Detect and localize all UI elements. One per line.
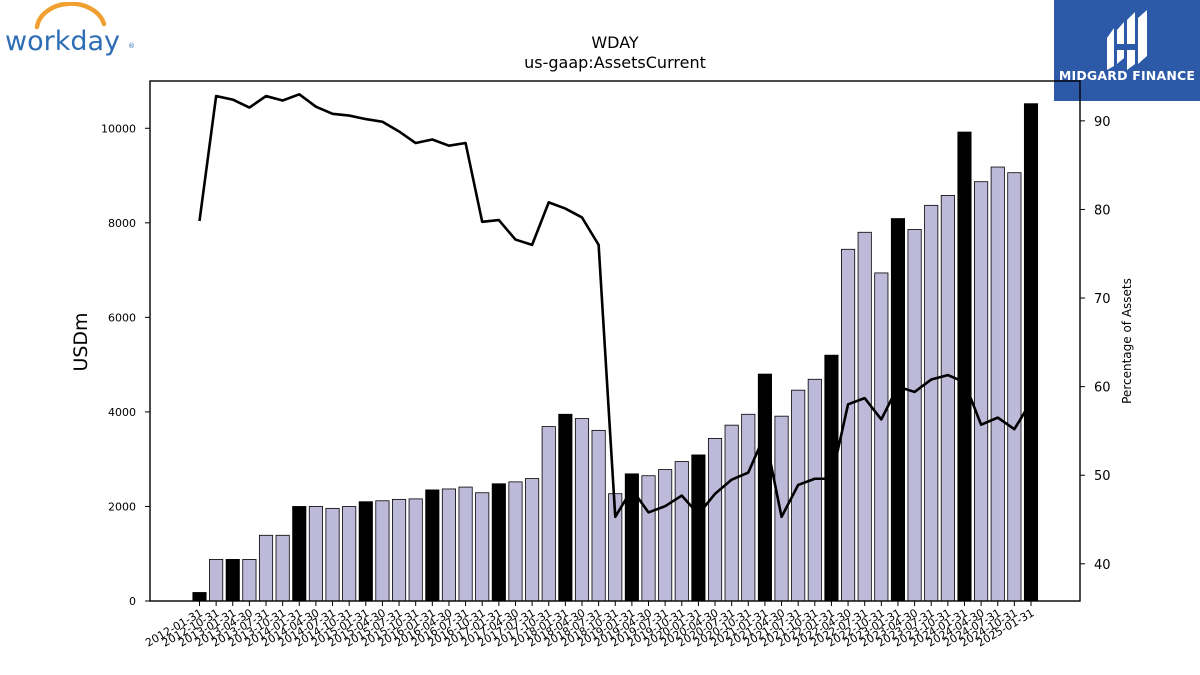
bar bbox=[890, 218, 906, 602]
bar bbox=[458, 486, 473, 602]
y2-tick-label: 70 bbox=[1094, 292, 1111, 307]
y-tick-label: 4000 bbox=[108, 406, 136, 419]
bar bbox=[874, 272, 889, 602]
midgard-logo-mark-icon bbox=[1107, 10, 1147, 70]
bar bbox=[1023, 103, 1039, 602]
bar bbox=[674, 461, 689, 602]
bar bbox=[957, 131, 972, 602]
percentage-line bbox=[198, 92, 1033, 519]
y-tick-label: 6000 bbox=[108, 311, 136, 324]
bar bbox=[225, 559, 240, 602]
bar bbox=[558, 413, 573, 602]
bar bbox=[408, 498, 423, 602]
bar bbox=[192, 592, 207, 602]
bar bbox=[624, 473, 639, 602]
bar bbox=[242, 559, 257, 602]
y2-tick-label: 40 bbox=[1094, 558, 1111, 573]
workday-logo: workday ® bbox=[4, 1, 139, 62]
bar bbox=[1007, 172, 1022, 602]
bar bbox=[924, 204, 939, 602]
bar bbox=[641, 475, 656, 602]
bar bbox=[691, 454, 706, 602]
bar bbox=[907, 229, 922, 602]
bar bbox=[308, 506, 323, 602]
y2-tick-label: 50 bbox=[1094, 469, 1111, 484]
bar bbox=[491, 483, 506, 602]
bar bbox=[508, 481, 523, 602]
bar bbox=[292, 506, 307, 602]
bar bbox=[807, 378, 822, 602]
left-axis: 0 2000 4000 6000 8000 10000 bbox=[101, 122, 150, 608]
y2-tick-label: 90 bbox=[1094, 115, 1111, 130]
bar bbox=[658, 469, 673, 602]
y-axis-label: USDm bbox=[70, 312, 92, 371]
workday-logo-text: workday bbox=[5, 26, 120, 57]
y-tick-label: 2000 bbox=[108, 500, 136, 513]
bar bbox=[425, 489, 440, 602]
bar bbox=[358, 501, 373, 602]
bar bbox=[525, 478, 540, 602]
bars-layer bbox=[192, 103, 1039, 602]
bar bbox=[441, 488, 456, 602]
line-layer bbox=[198, 92, 1033, 519]
bar bbox=[258, 534, 274, 602]
bar bbox=[325, 507, 340, 602]
y-tick-label: 0 bbox=[129, 595, 136, 608]
x-axis: 2012-01-312012-10-312013-01-312013-04-30… bbox=[143, 601, 1037, 650]
bar bbox=[574, 418, 590, 602]
bar bbox=[857, 231, 872, 602]
bar bbox=[990, 166, 1005, 602]
bar bbox=[940, 194, 955, 602]
y2-tick-label: 80 bbox=[1094, 203, 1111, 218]
bar bbox=[342, 506, 357, 602]
bar bbox=[475, 492, 490, 602]
bar bbox=[275, 534, 290, 602]
bar bbox=[591, 429, 606, 602]
midgard-logo-text: MIDGARD FINANCE bbox=[1058, 68, 1196, 83]
bar bbox=[209, 559, 224, 602]
chart-subtitle: us-gaap:AssetsCurrent bbox=[524, 53, 706, 72]
y2-axis-label: Percentage of Assets bbox=[1120, 278, 1134, 404]
chart-title: WDAY bbox=[591, 33, 639, 52]
right-axis: 40 50 60 70 80 90 bbox=[1080, 115, 1111, 573]
bar bbox=[724, 424, 739, 602]
y2-tick-label: 60 bbox=[1094, 381, 1111, 396]
midgard-finance-logo: MIDGARD FINANCE bbox=[1054, 0, 1200, 101]
bar bbox=[741, 413, 756, 602]
bar bbox=[375, 500, 390, 602]
workday-logo-graphic: workday ® bbox=[5, 1, 135, 57]
bar bbox=[541, 426, 556, 602]
bar bbox=[392, 498, 407, 602]
bar bbox=[974, 181, 989, 602]
y-tick-label: 10000 bbox=[101, 122, 136, 135]
workday-logo-registered-mark: ® bbox=[128, 42, 135, 50]
y-tick-label: 8000 bbox=[108, 217, 136, 230]
bar bbox=[757, 373, 772, 602]
bar bbox=[707, 437, 723, 602]
workday-logo-arc bbox=[34, 1, 107, 30]
